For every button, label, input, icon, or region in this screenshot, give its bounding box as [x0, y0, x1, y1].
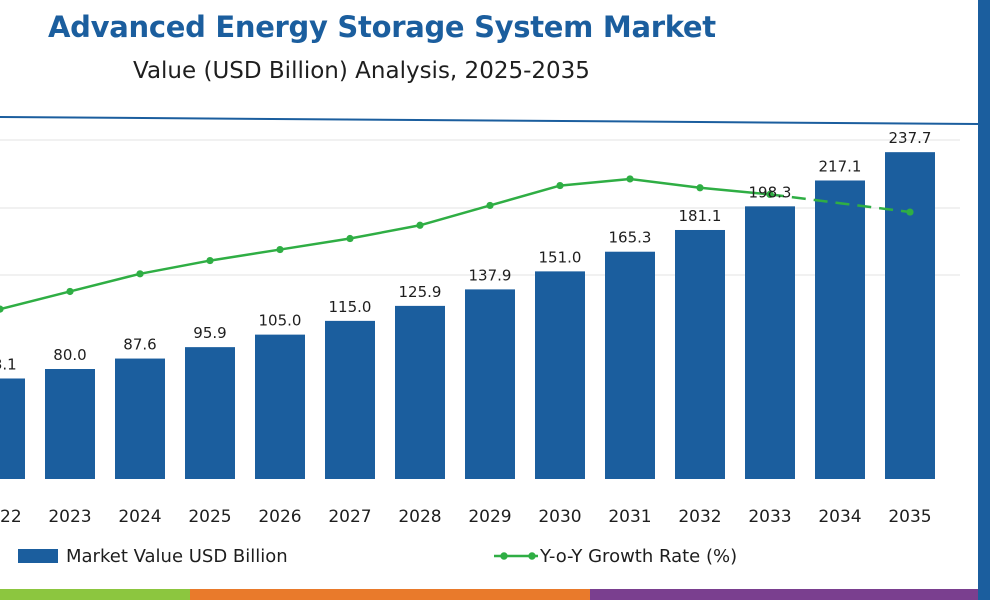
legend-item-market-value: Market Value USD Billion — [18, 540, 288, 572]
bar-2023 — [45, 369, 95, 479]
bar-2030 — [535, 271, 585, 479]
growth-point-2032 — [696, 184, 704, 192]
growth-point-2031 — [626, 175, 634, 183]
bar-value-label-2028: 125.9 — [399, 283, 442, 301]
bar-2022 — [0, 378, 25, 479]
bar-2026 — [255, 334, 305, 479]
bar-value-label-2022: 73.1 — [0, 355, 17, 373]
x-tick-label-2022: 2022 — [0, 507, 22, 527]
x-tick-label-2030: 2030 — [538, 507, 581, 527]
growth-point-2023 — [66, 287, 74, 296]
growth-point-2022 — [0, 305, 4, 313]
x-tick-label-2034: 2034 — [818, 507, 861, 527]
x-tick-label-2028: 2028 — [398, 507, 441, 527]
bar-swatch — [18, 549, 58, 563]
x-tick-label-2035: 2035 — [888, 507, 931, 527]
bottom-band-orange — [190, 589, 590, 600]
line-swatch — [494, 552, 538, 560]
x-tick-label-2033: 2033 — [748, 507, 791, 527]
growth-point-2025 — [206, 256, 214, 265]
bar-value-label-2026: 105.0 — [259, 312, 302, 330]
growth-line-solid — [0, 177, 771, 311]
growth-point-2030 — [556, 181, 564, 190]
bar-2024 — [115, 358, 165, 479]
bar-2033 — [745, 206, 795, 479]
chart-title: Advanced Energy Storage System Market — [48, 10, 716, 44]
bar-value-label-2030: 151.0 — [539, 248, 582, 266]
growth-point-2026 — [276, 245, 284, 254]
growth-point-2028 — [416, 221, 424, 229]
bottom-band-green — [0, 589, 190, 600]
bar-value-label-2032: 181.1 — [679, 207, 722, 225]
right-edge-strip-inner — [990, 0, 1000, 600]
legend-label-growth-rate: Y-o-Y Growth Rate (%) — [540, 545, 738, 567]
bar-2035 — [885, 152, 935, 479]
legend-item-growth-rate: Y-o-Y Growth Rate (%) — [492, 540, 737, 572]
growth-point-2029 — [486, 201, 494, 210]
x-tick-label-2029: 2029 — [468, 507, 511, 527]
legend: Market Value USD Billion Y-o-Y Growth Ra… — [0, 540, 980, 572]
header-divider — [0, 116, 978, 125]
bar-value-label-2025: 95.9 — [193, 324, 226, 342]
x-axis-tick-labels: 2022 2023 2024 2025 2026 2027 2028 2029 2030 2031… — [0, 507, 932, 527]
bar-2028 — [395, 305, 445, 479]
bottom-color-band — [0, 589, 978, 600]
value-labels: 73.1 80.0 87.6 95.9 105.0 115.0 125.9 137.9 151.… — [0, 129, 931, 373]
growth-line-dashed — [769, 193, 911, 214]
bar-value-label-2023: 80.0 — [53, 346, 86, 364]
x-tick-label-2025: 2025 — [188, 507, 231, 527]
x-tick-label-2026: 2026 — [258, 507, 301, 527]
x-tick-label-2024: 2024 — [118, 507, 161, 527]
growth-point-2035 — [906, 208, 914, 216]
chart-subtitle: Value (USD Billion) Analysis, 2025-2035 — [133, 58, 590, 84]
bar-value-label-2034: 217.1 — [819, 157, 862, 175]
legend-label-market-value: Market Value USD Billion — [66, 545, 288, 567]
bar-value-label-2024: 87.6 — [123, 336, 156, 354]
bar-2031 — [605, 251, 655, 479]
bar-value-label-2029: 137.9 — [469, 266, 512, 284]
growth-point-2033 — [766, 190, 774, 198]
bar-value-label-2027: 115.0 — [329, 298, 372, 316]
bar-series — [0, 152, 935, 480]
bar-2025 — [185, 347, 235, 479]
x-tick-label-2031: 2031 — [608, 507, 651, 527]
bottom-band-purple — [590, 589, 978, 600]
bar-2034 — [815, 180, 865, 480]
bar-value-label-2031: 165.3 — [609, 229, 652, 247]
bar-value-label-2033: 198.3 — [749, 183, 792, 201]
bar-2027 — [325, 320, 375, 479]
x-tick-label-2032: 2032 — [678, 507, 721, 527]
x-tick-label-2027: 2027 — [328, 507, 371, 527]
growth-line-series — [0, 175, 914, 313]
x-tick-label-2023: 2023 — [48, 507, 91, 527]
growth-point-2027 — [346, 234, 354, 243]
bar-2032 — [675, 229, 725, 479]
bar-2029 — [465, 289, 515, 479]
growth-point-2024 — [136, 270, 144, 278]
bar-value-label-2035: 237.7 — [889, 129, 932, 147]
chart-area: 73.1 80.0 87.6 95.9 105.0 115.0 125.9 137.9 151.… — [0, 116, 978, 527]
